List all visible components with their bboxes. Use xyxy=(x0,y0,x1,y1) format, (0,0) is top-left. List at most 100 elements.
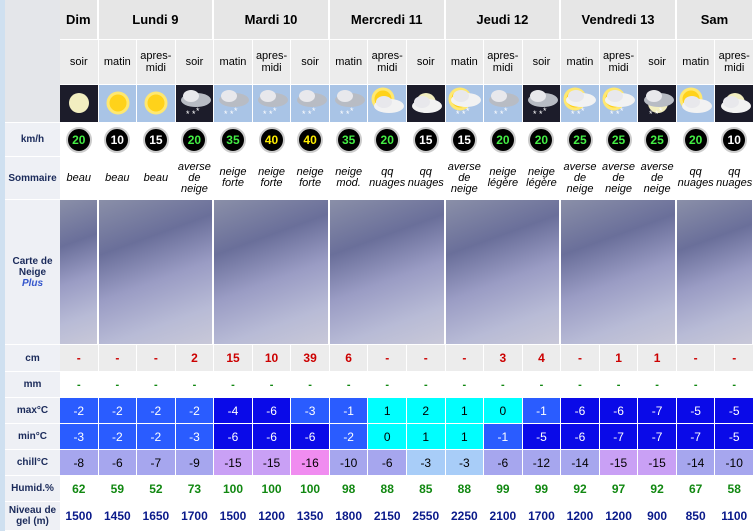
day-header: Sam xyxy=(676,0,754,40)
freezing-level: 1500 xyxy=(60,502,99,531)
period: matin xyxy=(214,40,253,85)
temp-max: -2 xyxy=(137,398,176,424)
period: apres-midi xyxy=(599,40,639,85)
snow-cm: 6 xyxy=(329,345,369,372)
weather-icon xyxy=(407,85,446,123)
weather-icon: * * * xyxy=(599,85,639,123)
svg-text:* *: * * xyxy=(649,109,659,119)
wind-badge: 25 xyxy=(566,126,593,153)
svg-text:* *: * * xyxy=(186,109,196,119)
wind-cell: 15 xyxy=(137,123,176,157)
temp-max: -5 xyxy=(715,398,754,424)
weather-icon: * * * xyxy=(214,85,253,123)
freezing-level: 1800 xyxy=(329,502,369,531)
temp-min: 0 xyxy=(368,424,407,450)
wind-cell: 35 xyxy=(329,123,369,157)
day-header: Dim xyxy=(60,0,99,40)
snow-cm: - xyxy=(445,345,485,372)
row-label-text: cm xyxy=(25,352,40,364)
weather-icon: * * * xyxy=(329,85,369,123)
wind-cell: 10 xyxy=(98,123,138,157)
freezing-level: 1100 xyxy=(715,502,754,531)
summary: qq nuages xyxy=(407,157,446,200)
snow-cm: 10 xyxy=(252,345,292,372)
temp-min: -7 xyxy=(676,424,716,450)
svg-text:*: * xyxy=(504,106,508,116)
wind-badge: 25 xyxy=(605,126,632,153)
humidity: 92 xyxy=(638,476,677,502)
wind-cell: 25 xyxy=(561,123,600,157)
freezing-level: 2150 xyxy=(368,502,407,531)
freezing-level: 1700 xyxy=(522,502,562,531)
snow-map xyxy=(98,200,215,345)
row-label-text: min°C xyxy=(18,431,47,442)
temp-chill: -15 xyxy=(214,450,253,476)
freezing-level: 1450 xyxy=(98,502,138,531)
rain-mm: - xyxy=(715,372,754,398)
temp-chill: -16 xyxy=(291,450,330,476)
wind-badge: 20 xyxy=(489,126,516,153)
temp-min: -2 xyxy=(137,424,176,450)
svg-text:*: * xyxy=(234,106,238,116)
summary: qq nuages xyxy=(676,157,716,200)
temp-min: -7 xyxy=(638,424,677,450)
snow-cm: 1 xyxy=(599,345,639,372)
temp-max: 1 xyxy=(368,398,407,424)
wind-badge: 20 xyxy=(682,126,709,153)
wind-cell: 10 xyxy=(715,123,754,157)
svg-text:*: * xyxy=(312,106,316,116)
wind-badge: 35 xyxy=(219,126,246,153)
temp-min: -1 xyxy=(484,424,523,450)
temp-max: -2 xyxy=(175,398,215,424)
rain-mm: - xyxy=(599,372,639,398)
summary: averse de neige xyxy=(599,157,639,200)
icon-graphic: * * * xyxy=(180,89,211,119)
humidity: 99 xyxy=(484,476,523,502)
humidity: 100 xyxy=(291,476,330,502)
temp-max: -2 xyxy=(98,398,138,424)
weather-icon xyxy=(60,85,99,123)
icon-graphic xyxy=(371,87,404,113)
day-header: Mardi 10 xyxy=(214,0,330,40)
rain-mm: - xyxy=(368,372,407,398)
row-label: min°C xyxy=(5,424,60,450)
svg-text:* *: * * xyxy=(302,109,312,119)
temp-chill: -9 xyxy=(175,450,215,476)
svg-text:*: * xyxy=(543,106,547,116)
wind-badge: 25 xyxy=(644,126,671,153)
wind-cell: 20 xyxy=(60,123,99,157)
temp-max: 1 xyxy=(445,398,485,424)
period: matin xyxy=(676,40,716,85)
period: soir xyxy=(407,40,446,85)
temp-min: -6 xyxy=(561,424,600,450)
weather-icon: * * * xyxy=(445,85,485,123)
wind-cell: 35 xyxy=(214,123,253,157)
snow-cm: 39 xyxy=(291,345,330,372)
wind-cell: 20 xyxy=(175,123,215,157)
icon-graphic: * * * xyxy=(489,89,520,119)
humidity: 88 xyxy=(368,476,407,502)
icon-graphic xyxy=(679,87,713,113)
temp-min: -3 xyxy=(175,424,215,450)
icon-graphic xyxy=(412,92,443,113)
temp-chill: -10 xyxy=(715,450,754,476)
snow-cm: - xyxy=(715,345,754,372)
wind-badge: 35 xyxy=(335,126,362,153)
rain-mm: - xyxy=(329,372,369,398)
period: apres-midi xyxy=(715,40,754,85)
snow-cm: - xyxy=(561,345,600,372)
row-label-text: km/h xyxy=(20,134,45,145)
weather-icon xyxy=(368,85,407,123)
freezing-level: 1500 xyxy=(214,502,253,531)
period: apres-midi xyxy=(137,40,176,85)
temp-chill: -6 xyxy=(98,450,138,476)
rain-mm: - xyxy=(214,372,253,398)
map-link[interactable]: Plus xyxy=(21,277,44,289)
icon-graphic: * * * xyxy=(448,87,481,119)
snow-cm: 2 xyxy=(175,345,215,372)
svg-text:* *: * * xyxy=(263,109,273,119)
rain-mm: - xyxy=(175,372,215,398)
snow-map xyxy=(329,200,446,345)
temp-chill: -7 xyxy=(137,450,176,476)
